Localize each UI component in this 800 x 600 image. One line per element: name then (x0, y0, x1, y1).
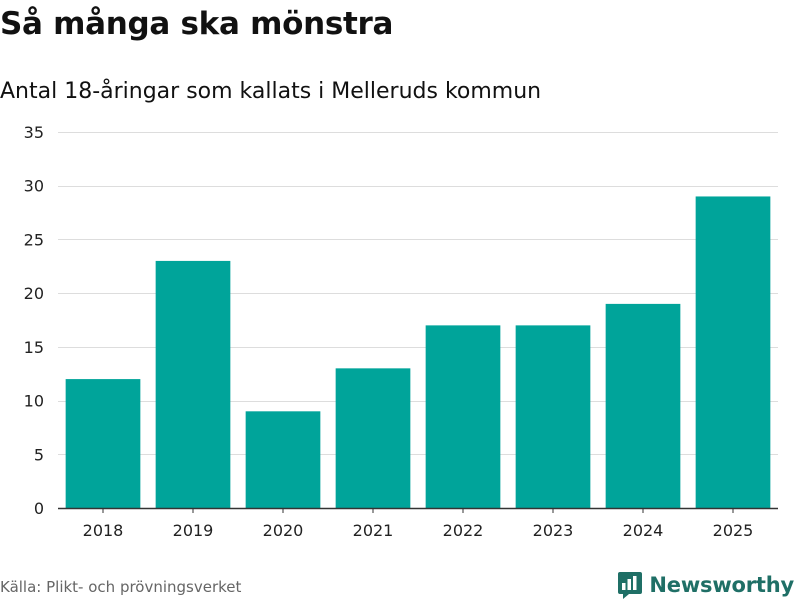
newsworthy-logo-text: Newsworthy (649, 573, 794, 597)
x-tick-label: 2019 (173, 521, 214, 540)
bar-2024 (605, 303, 681, 508)
y-axis-ticks: 0 5 10 15 20 25 30 35 (24, 123, 44, 518)
bar-2021 (335, 368, 411, 508)
bar-2025 (695, 196, 771, 508)
y-tick-label: 35 (24, 123, 44, 142)
x-tick-label: 2018 (83, 521, 124, 540)
newsworthy-logo: Newsworthy (617, 570, 794, 600)
chart-title: Så många ska mönstra (0, 6, 394, 42)
x-axis-ticks: 2018 2019 2020 2021 2022 2023 2024 2025 (83, 508, 754, 540)
y-tick-label: 5 (34, 445, 44, 464)
y-tick-label: 0 (34, 499, 44, 518)
y-tick-label: 15 (24, 338, 44, 357)
bar-2019 (155, 260, 231, 508)
newsworthy-logo-icon (618, 572, 643, 599)
y-tick-label: 25 (24, 230, 44, 249)
bar-2018 (65, 379, 141, 508)
y-tick-label: 20 (24, 284, 44, 303)
bar-2022 (425, 325, 501, 508)
x-tick-label: 2022 (443, 521, 484, 540)
bar-2020 (245, 411, 321, 508)
x-tick-label: 2024 (623, 521, 664, 540)
bar-2023 (515, 325, 591, 508)
bars (65, 196, 771, 508)
chart-subtitle: Antal 18-åringar som kallats i Melleruds… (0, 79, 542, 104)
x-tick-label: 2020 (263, 521, 304, 540)
y-tick-label: 30 (24, 177, 44, 196)
x-tick-label: 2021 (353, 521, 394, 540)
x-tick-label: 2025 (713, 521, 754, 540)
y-tick-label: 10 (24, 392, 44, 411)
x-tick-label: 2023 (533, 521, 574, 540)
source-note: Källa: Plikt- och prövningsverket (0, 578, 242, 596)
